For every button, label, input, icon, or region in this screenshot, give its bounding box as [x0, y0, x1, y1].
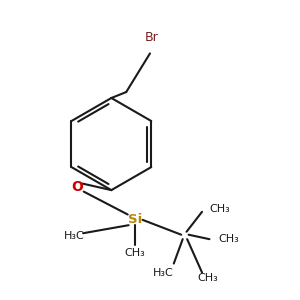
Text: CH₃: CH₃ [218, 234, 239, 244]
Text: Br: Br [145, 31, 158, 44]
Text: H₃C: H₃C [153, 268, 174, 278]
Text: O: O [71, 180, 83, 194]
Text: Si: Si [128, 213, 142, 226]
Text: CH₃: CH₃ [125, 248, 146, 257]
Text: CH₃: CH₃ [198, 273, 218, 283]
Text: H₃C: H₃C [64, 231, 85, 241]
Text: CH₃: CH₃ [209, 204, 230, 214]
